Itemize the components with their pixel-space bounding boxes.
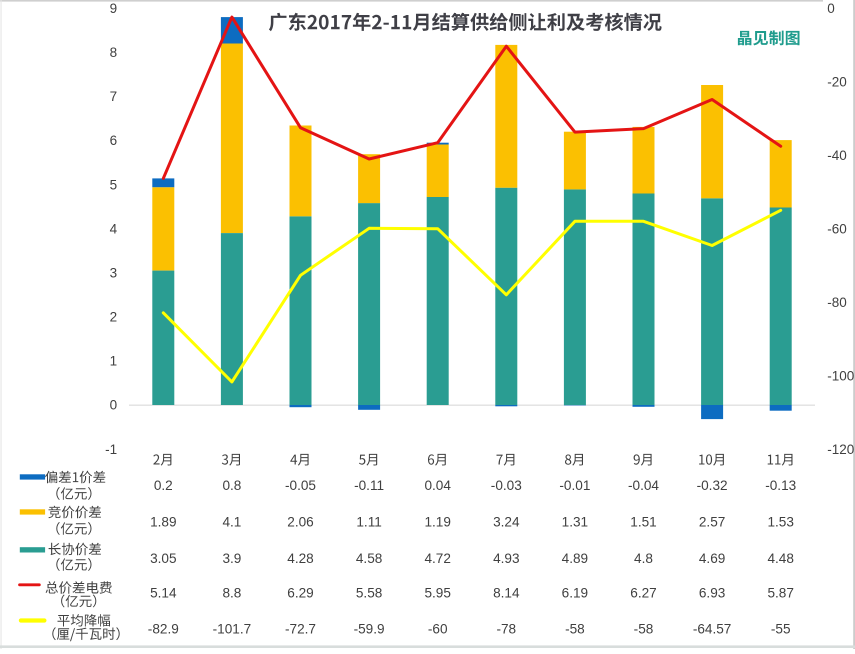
svg-text:-59.9: -59.9 [354, 622, 385, 637]
svg-text:9: 9 [110, 1, 118, 16]
svg-text:5.58: 5.58 [356, 585, 382, 600]
svg-text:1.51: 1.51 [630, 515, 656, 530]
svg-text:4.58: 4.58 [356, 551, 382, 566]
svg-text:-60: -60 [827, 221, 847, 236]
svg-text:-64.57: -64.57 [693, 622, 732, 637]
svg-text:2.06: 2.06 [287, 515, 313, 530]
svg-text:-58: -58 [565, 622, 585, 637]
svg-text:-0.04: -0.04 [628, 478, 659, 493]
svg-text:-40: -40 [827, 148, 847, 163]
svg-text:6: 6 [110, 133, 118, 148]
svg-text:0.8: 0.8 [222, 478, 241, 493]
svg-text:0.04: 0.04 [424, 478, 451, 493]
svg-text:7: 7 [110, 89, 118, 104]
svg-text:-58: -58 [634, 622, 654, 637]
svg-text:-0.05: -0.05 [285, 478, 316, 493]
svg-text:-100: -100 [827, 368, 854, 383]
svg-text:6.93: 6.93 [699, 585, 725, 600]
svg-text:6.29: 6.29 [287, 585, 313, 600]
svg-text:4.1: 4.1 [222, 515, 241, 530]
svg-text:-72.7: -72.7 [285, 622, 316, 637]
svg-text:3.9: 3.9 [222, 551, 241, 566]
svg-text:-0.13: -0.13 [765, 478, 796, 493]
svg-text:8.8: 8.8 [222, 585, 241, 600]
svg-text:5.95: 5.95 [424, 585, 450, 600]
svg-text:0.2: 0.2 [154, 478, 173, 493]
svg-text:4.48: 4.48 [767, 551, 793, 566]
svg-text:4.69: 4.69 [699, 551, 725, 566]
svg-text:5.87: 5.87 [767, 585, 793, 600]
svg-text:-0.32: -0.32 [697, 478, 728, 493]
svg-text:1.89: 1.89 [150, 515, 176, 530]
svg-text:4: 4 [110, 221, 118, 236]
svg-text:-82.9: -82.9 [148, 622, 179, 637]
svg-text:3.24: 3.24 [493, 515, 520, 530]
svg-text:-60: -60 [428, 622, 448, 637]
svg-text:0: 0 [110, 398, 118, 413]
svg-text:8.14: 8.14 [493, 585, 520, 600]
svg-text:1.31: 1.31 [562, 515, 588, 530]
svg-text:4.89: 4.89 [562, 551, 588, 566]
svg-text:2.57: 2.57 [699, 515, 725, 530]
svg-text:6.19: 6.19 [562, 585, 588, 600]
svg-text:4.28: 4.28 [287, 551, 313, 566]
svg-text:1.53: 1.53 [767, 515, 793, 530]
svg-text:-80: -80 [827, 295, 847, 310]
svg-text:1.19: 1.19 [424, 515, 450, 530]
svg-text:5: 5 [110, 177, 118, 192]
svg-text:8: 8 [110, 45, 118, 60]
svg-text:5.14: 5.14 [150, 585, 177, 600]
svg-text:-101.7: -101.7 [213, 622, 252, 637]
svg-text:-0.11: -0.11 [354, 478, 384, 493]
svg-text:2: 2 [110, 310, 118, 325]
svg-text:0: 0 [827, 1, 835, 16]
svg-text:-78: -78 [496, 622, 516, 637]
svg-text:4.93: 4.93 [493, 551, 519, 566]
svg-text:-0.01: -0.01 [559, 478, 590, 493]
svg-text:-0.03: -0.03 [491, 478, 522, 493]
svg-text:1.11: 1.11 [356, 515, 381, 530]
svg-text:3.05: 3.05 [150, 551, 176, 566]
svg-text:3: 3 [110, 266, 118, 281]
svg-text:-20: -20 [827, 74, 847, 89]
svg-text:-120: -120 [827, 442, 854, 457]
svg-text:4.72: 4.72 [424, 551, 450, 566]
svg-text:4.8: 4.8 [634, 551, 653, 566]
svg-text:6.27: 6.27 [630, 585, 656, 600]
svg-text:1: 1 [110, 354, 118, 369]
svg-text:-1: -1 [105, 442, 117, 457]
svg-text:-55: -55 [771, 622, 791, 637]
